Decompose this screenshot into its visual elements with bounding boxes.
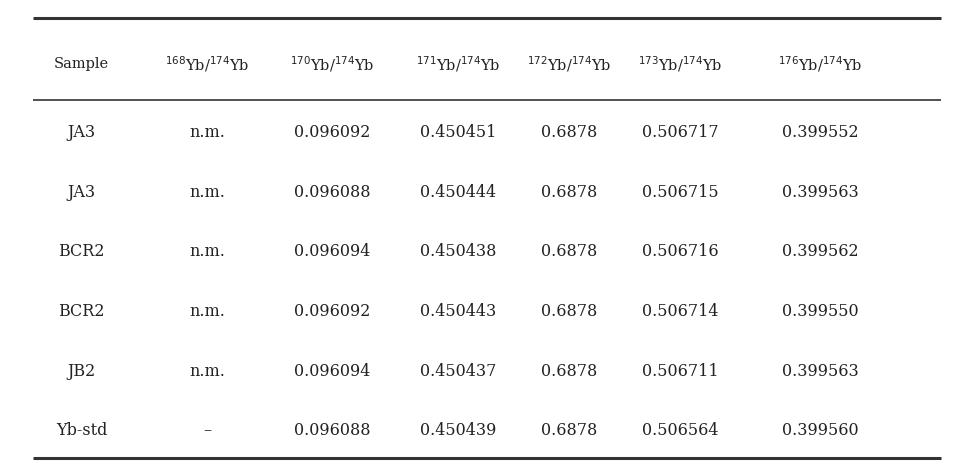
Text: 0.096094: 0.096094 (294, 243, 371, 260)
Text: –: – (203, 422, 211, 439)
Text: Yb-std: Yb-std (56, 422, 107, 439)
Text: n.m.: n.m. (189, 362, 225, 380)
Text: 0.399550: 0.399550 (782, 303, 858, 320)
Text: $^{170}$Yb/$^{174}$Yb: $^{170}$Yb/$^{174}$Yb (290, 54, 375, 74)
Text: BCR2: BCR2 (58, 303, 104, 320)
Text: 0.506714: 0.506714 (642, 303, 719, 320)
Text: n.m.: n.m. (189, 243, 225, 260)
Text: JA3: JA3 (67, 184, 95, 201)
Text: 0.450437: 0.450437 (420, 362, 496, 380)
Text: 0.096088: 0.096088 (294, 184, 371, 201)
Text: 0.399552: 0.399552 (782, 124, 858, 141)
Text: 0.450439: 0.450439 (420, 422, 496, 439)
Text: 0.6878: 0.6878 (541, 243, 597, 260)
Text: 0.506716: 0.506716 (642, 243, 719, 260)
Text: $^{176}$Yb/$^{174}$Yb: $^{176}$Yb/$^{174}$Yb (778, 54, 862, 74)
Text: $^{171}$Yb/$^{174}$Yb: $^{171}$Yb/$^{174}$Yb (416, 54, 501, 74)
Text: 0.450443: 0.450443 (420, 303, 496, 320)
Text: 0.096094: 0.096094 (294, 362, 371, 380)
Text: 0.6878: 0.6878 (541, 184, 597, 201)
Text: 0.399563: 0.399563 (782, 184, 858, 201)
Text: 0.6878: 0.6878 (541, 422, 597, 439)
Text: Sample: Sample (54, 57, 109, 71)
Text: n.m.: n.m. (189, 303, 225, 320)
Text: $^{168}$Yb/$^{174}$Yb: $^{168}$Yb/$^{174}$Yb (165, 54, 249, 74)
Text: 0.450451: 0.450451 (420, 124, 496, 141)
Text: 0.506564: 0.506564 (642, 422, 719, 439)
Text: n.m.: n.m. (189, 124, 225, 141)
Text: 0.399562: 0.399562 (782, 243, 858, 260)
Text: JB2: JB2 (67, 362, 95, 380)
Text: 0.399560: 0.399560 (782, 422, 858, 439)
Text: 0.506711: 0.506711 (642, 362, 719, 380)
Text: 0.399563: 0.399563 (782, 362, 858, 380)
Text: 0.450444: 0.450444 (420, 184, 496, 201)
Text: $^{172}$Yb/$^{174}$Yb: $^{172}$Yb/$^{174}$Yb (527, 54, 612, 74)
Text: 0.6878: 0.6878 (541, 362, 597, 380)
Text: 0.096092: 0.096092 (294, 303, 371, 320)
Text: 0.6878: 0.6878 (541, 303, 597, 320)
Text: JA3: JA3 (67, 124, 95, 141)
Text: n.m.: n.m. (189, 184, 225, 201)
Text: 0.450438: 0.450438 (420, 243, 496, 260)
Text: BCR2: BCR2 (58, 243, 104, 260)
Text: 0.096092: 0.096092 (294, 124, 371, 141)
Text: 0.506715: 0.506715 (642, 184, 719, 201)
Text: 0.096088: 0.096088 (294, 422, 371, 439)
Text: $^{173}$Yb/$^{174}$Yb: $^{173}$Yb/$^{174}$Yb (638, 54, 723, 74)
Text: 0.6878: 0.6878 (541, 124, 597, 141)
Text: 0.506717: 0.506717 (642, 124, 719, 141)
